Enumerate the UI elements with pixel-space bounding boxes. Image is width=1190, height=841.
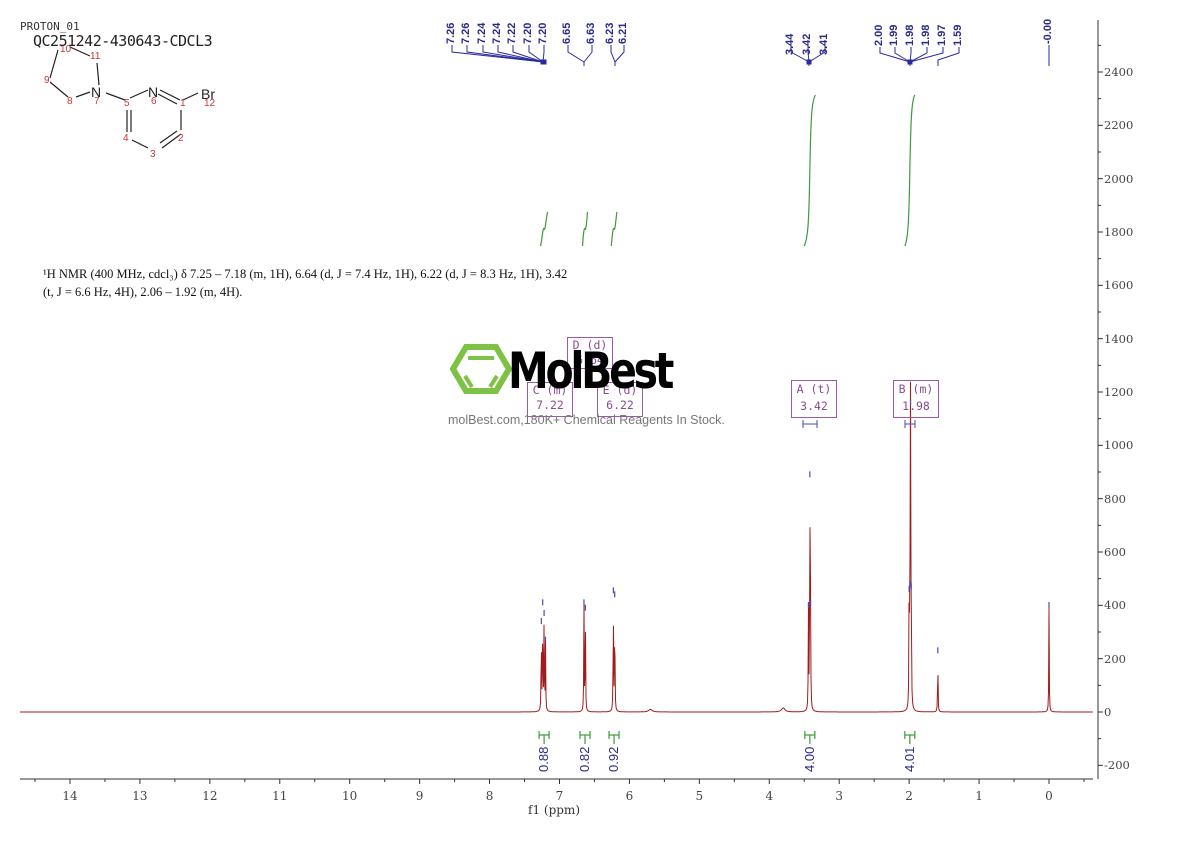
peak-shift-label: 6.21 xyxy=(617,22,629,44)
x-tick-label: 10 xyxy=(342,789,358,803)
atom-n7: N xyxy=(91,84,101,100)
multiplet-box-a: A (t) 3.42 xyxy=(791,380,837,418)
svg-text:10: 10 xyxy=(60,44,72,55)
peak-shift-label: 7.20 xyxy=(537,22,549,44)
svg-text:1: 1 xyxy=(180,98,186,109)
svg-text:11: 11 xyxy=(90,51,101,62)
peak-shift-label: 1.98 xyxy=(920,24,932,46)
x-tick-label: 3 xyxy=(835,789,844,803)
x-tick-label: 11 xyxy=(272,789,288,803)
integral-value: 4.01 xyxy=(901,746,917,772)
x-tick-label: 4 xyxy=(765,789,774,803)
svg-text:4: 4 xyxy=(123,133,129,144)
svg-text:12: 12 xyxy=(204,98,216,109)
nmr-summary-line-1: ¹H NMR (400 MHz, cdcl₃) δ 7.25 – 7.18 (m… xyxy=(43,267,568,281)
svg-text:7: 7 xyxy=(94,96,100,107)
x-tick-label: 13 xyxy=(132,789,148,803)
peak-shift-label: 3.42 xyxy=(801,33,813,55)
svg-text:5: 5 xyxy=(124,98,130,109)
multiplet-box-d: D (d) 6.64 xyxy=(567,337,613,369)
peak-shift-label: 7.24 xyxy=(476,22,488,44)
svg-text:8: 8 xyxy=(67,96,73,107)
watermark-tagline: molBest.com,180K+ Chemical Reagents In S… xyxy=(448,413,725,427)
peak-shift-label: 7.26 xyxy=(445,22,457,44)
peak-shift-label: 7.20 xyxy=(522,22,534,44)
peak-label-leaders xyxy=(451,45,1050,66)
peak-shift-label: 6.63 xyxy=(585,22,597,44)
x-tick-label: 0 xyxy=(1045,789,1053,803)
peak-shift-label: 3.44 xyxy=(784,33,796,55)
integral-value: 0.88 xyxy=(536,746,552,772)
watermark-brand: MolBest xyxy=(508,342,674,400)
nmr-summary-line-2: (t, J = 6.6 Hz, 4H), 2.06 – 1.92 (m, 4H)… xyxy=(43,285,243,299)
peak-shift-label: 7.26 xyxy=(460,22,472,44)
x-tick-label: 5 xyxy=(695,789,704,803)
y-tick-label: 1000 xyxy=(1104,438,1134,453)
spectrum-line xyxy=(20,381,1093,713)
x-tick-label: 7 xyxy=(555,789,564,803)
x-tick-label: 12 xyxy=(202,789,218,803)
peak-shift-label: 7.22 xyxy=(506,22,518,44)
integral-value: 0.92 xyxy=(606,746,622,772)
experiment-name: PROTON_01 xyxy=(20,20,80,33)
integral-value: 0.82 xyxy=(577,746,592,772)
y-tick-label: 2000 xyxy=(1104,171,1134,186)
x-tick-label: 9 xyxy=(415,789,424,803)
y-tick-label: 1800 xyxy=(1104,224,1134,239)
multiplet-box-c: C (m) 7.22 xyxy=(527,382,573,417)
multiplet-range-brackets xyxy=(802,420,916,428)
x-tick-label: 8 xyxy=(485,789,494,803)
y-tick-label: 2400 xyxy=(1104,64,1134,79)
svg-text:9: 9 xyxy=(44,75,50,86)
peak-shift-label: 3.41 xyxy=(818,33,830,55)
peak-shift-label: 1.59 xyxy=(952,24,964,46)
svg-text:6: 6 xyxy=(151,96,157,107)
sample-id-title: QC251242-430643-CDCL3 xyxy=(33,32,213,50)
integral-curves xyxy=(540,94,916,247)
svg-text:2: 2 xyxy=(178,133,184,144)
y-tick-label: 1600 xyxy=(1104,278,1134,293)
x-tick-label: 2 xyxy=(905,789,913,803)
svg-text:3: 3 xyxy=(150,149,156,160)
peak-shift-label: 1.97 xyxy=(936,24,948,46)
y-tick-label: 800 xyxy=(1104,491,1126,506)
atom-br: Br xyxy=(201,86,215,102)
peak-shift-label: 6.23 xyxy=(604,22,616,44)
y-tick-label: 0 xyxy=(1104,705,1112,719)
x-tick-label: 1 xyxy=(975,789,983,803)
y-tick-label: -200 xyxy=(1104,758,1130,773)
y-axis xyxy=(1097,20,1103,779)
peak-shift-label: -0.00 xyxy=(1042,18,1054,44)
multiplet-box-e: E (d) 6.22 xyxy=(597,382,643,417)
integral-value: 4.00 xyxy=(801,746,817,772)
y-tick-label: 200 xyxy=(1104,651,1126,666)
x-axis-label: f1 (ppm) xyxy=(528,803,580,817)
nmr-summary-text: ¹H NMR (400 MHz, cdcl₃) δ 7.25 – 7.18 (m… xyxy=(43,265,603,301)
peak-shift-label: 7.24 xyxy=(491,22,503,44)
integral-brackets xyxy=(538,731,916,744)
atom-n6: N xyxy=(148,84,158,100)
y-tick-label: 400 xyxy=(1104,598,1126,613)
peak-shift-label: 6.65 xyxy=(561,22,573,44)
x-axis xyxy=(20,778,1093,784)
multiplet-box-b: B (m) 1.98 xyxy=(893,380,939,418)
peak-markers xyxy=(540,399,1050,654)
y-tick-label: 600 xyxy=(1104,544,1126,559)
molbest-logo-icon xyxy=(449,344,513,394)
peak-shift-label: 1.98 xyxy=(904,24,916,46)
x-tick-label: 6 xyxy=(625,789,634,803)
y-tick-label: 2200 xyxy=(1104,118,1134,133)
peak-shift-label: 1.99 xyxy=(888,24,900,46)
y-tick-label: 1200 xyxy=(1104,384,1134,399)
y-tick-label: 1400 xyxy=(1104,331,1134,346)
molecule-structure xyxy=(49,46,199,149)
peak-shift-label: 2.00 xyxy=(873,24,885,46)
x-tick-label: 14 xyxy=(62,789,78,803)
